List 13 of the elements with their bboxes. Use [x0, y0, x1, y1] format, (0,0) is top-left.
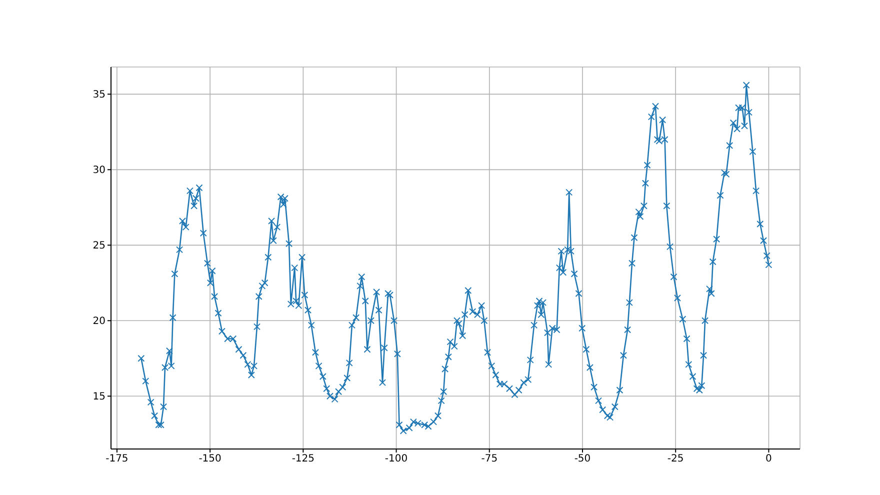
x-tick-label: -150 — [198, 454, 222, 465]
x-tick-label: 0 — [766, 454, 772, 465]
x-tick-label: -75 — [481, 454, 498, 465]
y-tick-label: 35 — [92, 90, 106, 101]
x-tick-label: -125 — [292, 454, 315, 465]
y-tick-label: 15 — [92, 392, 106, 403]
x-tick-label: -100 — [384, 454, 408, 465]
x-tick-label: -175 — [106, 454, 128, 465]
x-tick-label: -25 — [667, 454, 684, 465]
x-tick-label: -50 — [574, 454, 591, 465]
y-tick-label: 20 — [92, 316, 106, 328]
y-tick-label: 30 — [92, 165, 106, 176]
y-tick-label: 25 — [92, 240, 106, 252]
